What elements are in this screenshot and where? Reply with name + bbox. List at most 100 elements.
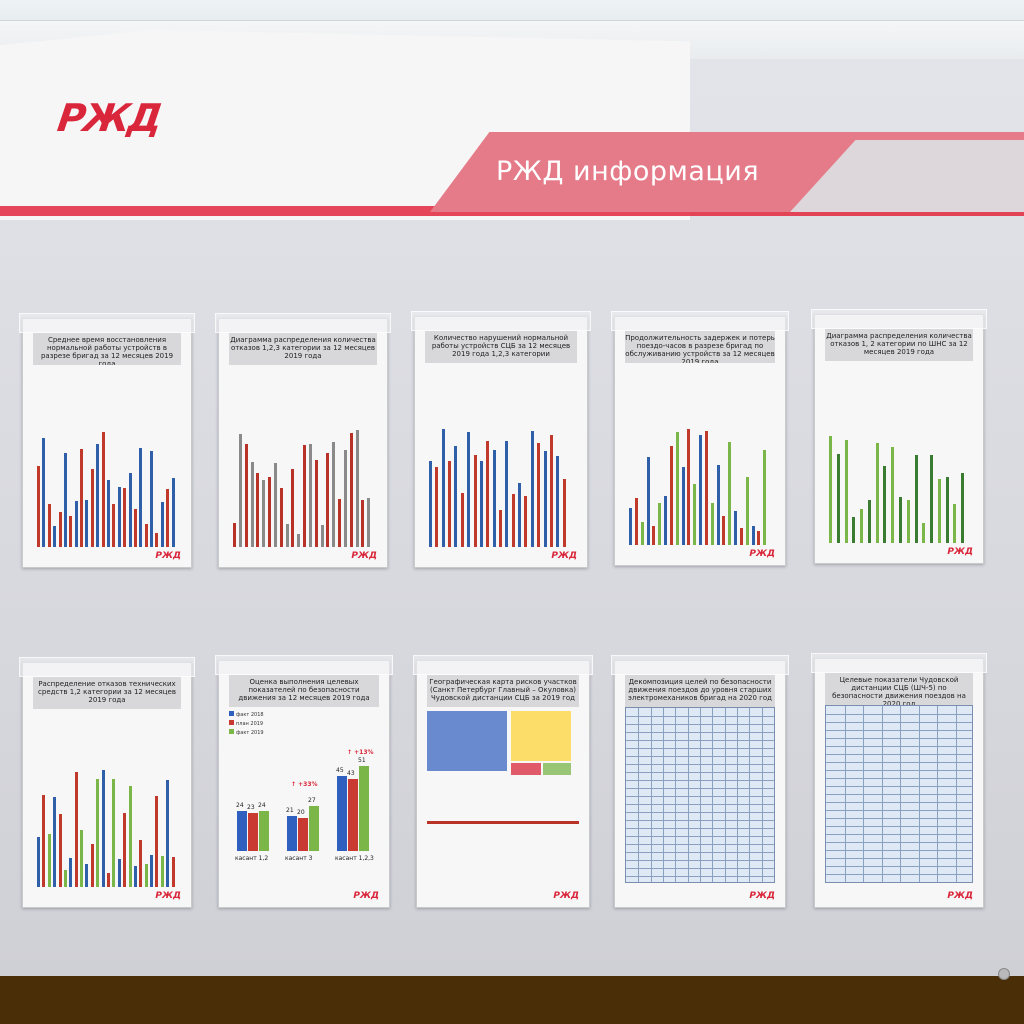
mini-bar <box>171 856 175 887</box>
poster-pocket <box>611 311 789 331</box>
poster-logo: РЖД <box>551 551 577 561</box>
mounting-screw <box>998 968 1010 980</box>
mini-bar <box>460 492 464 547</box>
mini-bar <box>238 434 242 547</box>
mini-bar <box>74 772 78 887</box>
poster-title: Целевые показатели Чудовской дистанции С… <box>825 673 973 705</box>
mini-bar <box>37 465 40 547</box>
target-bar <box>348 779 358 851</box>
poster-logo: РЖД <box>351 551 377 561</box>
table-row-line <box>826 874 972 875</box>
poster-pocket <box>19 313 195 333</box>
mini-bar <box>133 866 137 887</box>
mini-bar <box>338 498 341 547</box>
mini-bar <box>844 439 848 543</box>
mini-bar <box>107 872 110 887</box>
table-col-line <box>737 708 738 882</box>
table-row-line <box>826 866 972 867</box>
mini-bar <box>69 515 73 547</box>
table-row-line <box>826 746 972 747</box>
table-col-line <box>900 706 901 882</box>
table-col-line <box>700 708 701 882</box>
mini-bar <box>123 488 127 547</box>
mini-bar <box>80 448 84 547</box>
mini-bar <box>435 466 439 547</box>
mini-bar <box>90 843 94 887</box>
poster-title: Географическая карта рисков участков (Са… <box>427 675 579 707</box>
poster-pocket <box>411 311 591 331</box>
poster-chart <box>825 365 973 543</box>
table-col-line <box>863 706 864 882</box>
mini-bar <box>634 497 638 545</box>
mini-bar <box>155 532 159 547</box>
poster-risk-map: Географическая карта рисков участков (Са… <box>413 655 593 908</box>
table-row-line <box>826 770 972 771</box>
mini-bar <box>123 813 127 887</box>
mini-bar <box>652 526 656 545</box>
mini-bar <box>80 830 84 887</box>
mini-bar <box>479 461 483 547</box>
change-label: ↑ +33% <box>291 781 318 788</box>
map-block <box>427 711 507 771</box>
mini-bar <box>63 870 67 887</box>
table-row-line <box>826 858 972 859</box>
mini-bar <box>42 794 46 887</box>
poster-pocket <box>215 655 393 675</box>
mini-bar <box>739 528 743 545</box>
mini-bar <box>945 477 949 543</box>
poster-title: Декомпозиция целей по безопасности движе… <box>625 675 775 707</box>
bar-value-label: 45 <box>336 767 344 774</box>
poster-logo: РЖД <box>749 549 775 559</box>
mini-bar <box>543 450 547 547</box>
mini-bar <box>906 500 910 543</box>
mini-bar <box>326 453 330 547</box>
table-row-line <box>826 810 972 811</box>
mini-bar <box>961 472 965 543</box>
bar-value-label: 43 <box>347 770 355 778</box>
mini-bar <box>930 454 934 543</box>
poster-title: Среднее время восстановления нормальной … <box>33 333 181 365</box>
table-col-line <box>918 706 920 882</box>
mini-bar <box>530 430 534 547</box>
mini-bar <box>63 453 67 547</box>
mini-bar <box>268 477 271 547</box>
table-col-line <box>761 708 763 882</box>
table-row-line <box>826 722 972 723</box>
table-col-line <box>687 708 689 882</box>
mini-bar <box>448 460 452 547</box>
mini-bar <box>85 499 89 547</box>
mini-bar <box>852 517 856 543</box>
mini-bar <box>716 465 720 545</box>
mini-bar <box>734 510 737 545</box>
target-bar <box>337 776 347 851</box>
poster-title: Продолжительность задержек и потерь поез… <box>625 331 775 363</box>
mini-bar <box>250 461 254 547</box>
route-line <box>427 821 579 824</box>
mini-bar <box>829 435 832 543</box>
mini-bar <box>166 780 170 887</box>
mini-bar <box>96 444 100 547</box>
category-label: касант 1,2 <box>235 855 269 862</box>
mini-bar <box>549 435 553 547</box>
table-col-line <box>663 708 664 882</box>
mini-bar <box>556 455 560 547</box>
table-row-line <box>826 834 972 835</box>
mini-bar <box>256 472 260 547</box>
mini-bar <box>320 525 324 547</box>
mini-bar <box>96 778 100 887</box>
mini-bar <box>922 523 926 543</box>
mini-bar <box>117 859 121 887</box>
mini-bar <box>937 479 941 543</box>
table-col-line <box>724 708 726 882</box>
mini-bar <box>349 433 353 547</box>
bar-value-label: 24 <box>258 802 266 809</box>
table-col-line <box>937 706 938 882</box>
poster-table <box>825 705 973 883</box>
poster-logo: РЖД <box>155 891 181 901</box>
bar-value-label: 23 <box>247 803 255 811</box>
mini-bar <box>128 786 132 887</box>
mini-bar <box>90 468 94 547</box>
mini-bar <box>745 476 749 545</box>
poster-pocket <box>811 309 987 329</box>
